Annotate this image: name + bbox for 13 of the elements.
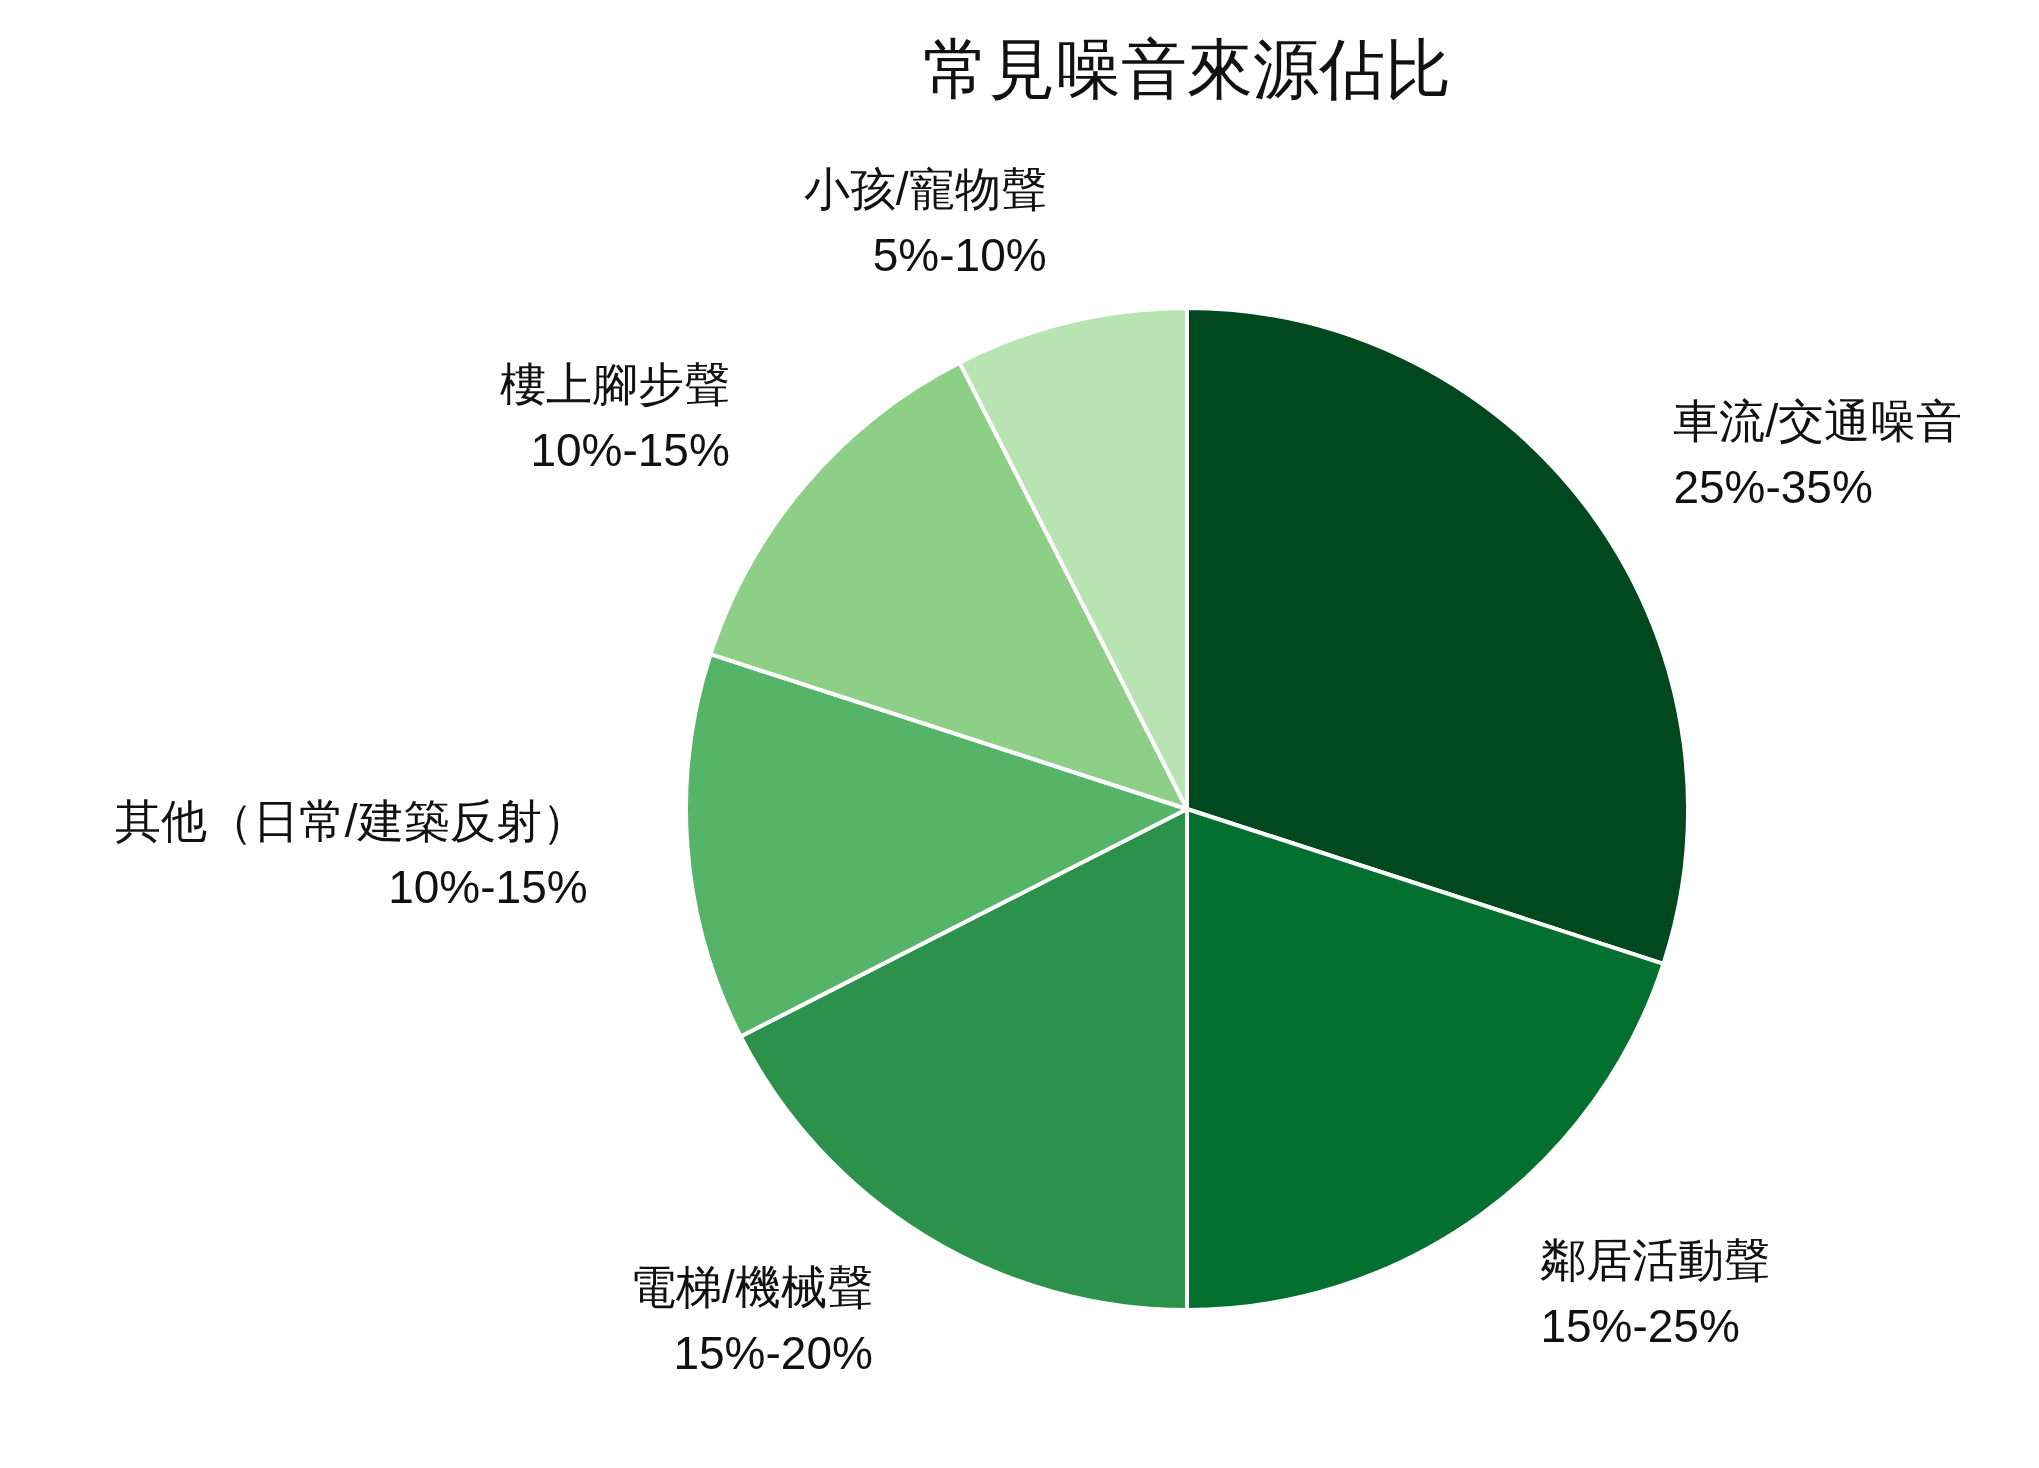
text: 5%-10%: [872, 229, 1047, 282]
text: 10%-15%: [388, 861, 588, 914]
text: 15%-20%: [673, 1326, 873, 1379]
chart-title: 常見噪音來源佔比: [923, 32, 1451, 106]
slice-label: 樓上腳步聲: [499, 357, 730, 410]
slice-label: 鄰居活動聲: [1540, 1234, 1771, 1287]
slice-label: 車流/交通噪音: [1673, 394, 1963, 447]
slice-label: 其他（日常/建築反射）: [114, 795, 588, 848]
text: 15%-25%: [1540, 1300, 1740, 1353]
text: 25%-35%: [1673, 460, 1873, 513]
text: 10%-15%: [530, 423, 730, 476]
slice-label: 小孩/寵物聲: [803, 163, 1047, 216]
slice-label: 電梯/機械聲: [630, 1260, 873, 1313]
